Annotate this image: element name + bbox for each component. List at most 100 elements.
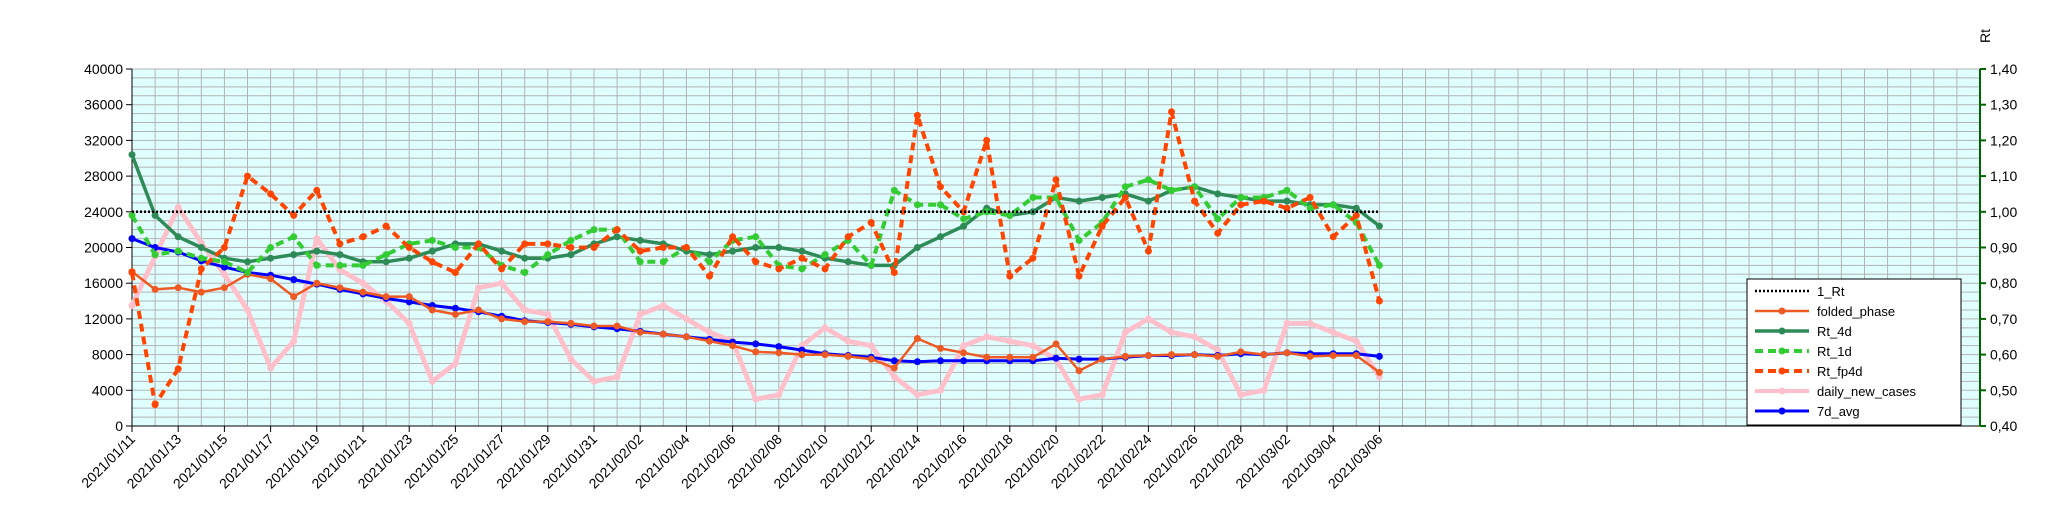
data-point-Rt_1d [128, 211, 136, 219]
data-point-daily_new_cases [359, 279, 367, 287]
data-point-Rt_1d [867, 261, 875, 269]
legend-marker-7d_avg [1778, 407, 1786, 415]
data-point-folded_phase [706, 337, 713, 345]
data-point-daily_new_cases [498, 279, 506, 287]
y-tick-label: 32000 [84, 132, 123, 148]
data-point-Rt_4d [267, 254, 275, 262]
data-point-Rt_1d [752, 233, 760, 241]
data-point-7d_avg [775, 343, 783, 351]
y2-tick-label: 1,20 [1990, 132, 2017, 148]
data-point-Rt_fp4d [451, 269, 459, 276]
data-point-folded_phase [336, 284, 344, 292]
data-point-daily_new_cases [636, 310, 644, 318]
y-tick-label: 16000 [84, 275, 123, 291]
data-point-Rt_fp4d [1214, 229, 1222, 237]
data-point-daily_new_cases [613, 373, 621, 381]
data-point-Rt_1d [521, 269, 529, 276]
data-point-folded_phase [405, 293, 413, 301]
data-point-folded_phase [960, 349, 968, 357]
data-point-Rt_1d [706, 258, 713, 266]
data-point-Rt_1d [659, 258, 667, 266]
data-point-folded_phase [359, 288, 367, 296]
data-point-Rt_fp4d [567, 244, 575, 251]
data-point-folded_phase [1329, 352, 1337, 359]
data-point-Rt_fp4d [1098, 222, 1106, 230]
data-point-Rt_fp4d [1075, 272, 1083, 280]
data-point-daily_new_cases [890, 373, 898, 381]
data-point-Rt_1d [937, 201, 944, 209]
data-point-Rt_4d [1214, 190, 1222, 198]
data-point-folded_phase [821, 351, 829, 359]
data-point-folded_phase [983, 353, 991, 361]
data-point-Rt_fp4d [313, 186, 321, 194]
y-tick-label: 4000 [92, 382, 123, 398]
data-point-Rt_fp4d [867, 219, 875, 226]
data-point-Rt_1d [1144, 176, 1152, 184]
data-point-Rt_4d [1075, 197, 1083, 205]
legend-label-Rt_fp4d: Rt_fp4d [1817, 364, 1863, 379]
data-point-Rt_1d [544, 251, 552, 259]
grid [131, 68, 1981, 427]
data-point-Rt_4d [128, 151, 136, 159]
data-point-folded_phase [174, 284, 182, 292]
data-point-folded_phase [659, 330, 667, 338]
data-point-Rt_4d [244, 258, 251, 266]
y2-tick-label: 0,70 [1990, 311, 2017, 327]
data-point-folded_phase [937, 344, 944, 352]
data-point-folded_phase [197, 288, 205, 296]
data-point-Rt_fp4d [475, 240, 482, 248]
data-point-Rt_4d [913, 244, 921, 251]
data-point-Rt_1d [821, 251, 829, 259]
data-point-Rt_4d [290, 251, 298, 259]
legend-label-7d_avg: 7d_avg [1817, 404, 1860, 419]
data-point-folded_phase [567, 319, 575, 327]
data-point-daily_new_cases [706, 328, 713, 336]
y2-tick-label: 0,40 [1990, 418, 2017, 434]
data-point-folded_phase [1260, 351, 1268, 359]
series-Rt_fp4d [128, 108, 1383, 409]
data-point-Rt_fp4d [244, 172, 251, 180]
legend-marker-daily_new_cases [1778, 387, 1786, 395]
data-point-Rt_4d [174, 233, 182, 241]
data-point-folded_phase [451, 310, 459, 318]
data-point-Rt_1d [1052, 194, 1060, 201]
y2-tick-label: 0,50 [1990, 382, 2017, 398]
data-point-Rt_fp4d [1121, 194, 1129, 201]
y-tick-label: 40000 [84, 61, 123, 77]
data-point-Rt_4d [775, 244, 783, 251]
data-point-Rt_1d [1006, 211, 1014, 219]
data-point-Rt_4d [1283, 197, 1291, 205]
data-point-daily_new_cases [220, 270, 228, 278]
data-point-Rt_fp4d [913, 111, 921, 119]
data-point-folded_phase [752, 348, 760, 356]
data-point-Rt_1d [1306, 204, 1314, 212]
data-point-folded_phase [1075, 367, 1083, 375]
data-point-folded_phase [613, 322, 621, 330]
data-point-Rt_1d [1329, 201, 1337, 209]
data-point-daily_new_cases [913, 391, 921, 399]
data-point-folded_phase [521, 318, 529, 326]
data-point-daily_new_cases [1029, 342, 1037, 350]
series-folded_phase [128, 268, 1383, 376]
data-point-7d_avg [1375, 352, 1383, 360]
data-point-daily_new_cases [1260, 386, 1268, 394]
data-point-daily_new_cases [1237, 391, 1245, 399]
data-point-daily_new_cases [567, 355, 575, 363]
data-point-Rt_fp4d [1260, 197, 1268, 205]
data-point-folded_phase [1098, 355, 1106, 363]
data-point-daily_new_cases [844, 337, 852, 345]
data-point-Rt_1d [1075, 236, 1083, 244]
data-point-Rt_1d [960, 215, 968, 223]
data-point-daily_new_cases [544, 310, 552, 318]
data-point-daily_new_cases [1121, 328, 1129, 336]
data-point-Rt_4d [428, 247, 436, 255]
data-point-7d_avg [960, 357, 968, 365]
data-point-Rt_1d [590, 226, 598, 234]
data-point-Rt_4d [197, 244, 205, 251]
data-point-Rt_4d [1144, 197, 1152, 205]
data-point-Rt_1d [983, 208, 991, 216]
data-point-folded_phase [267, 275, 275, 283]
data-point-Rt_fp4d [336, 240, 344, 248]
y2-tick-label: 1,40 [1990, 61, 2017, 77]
